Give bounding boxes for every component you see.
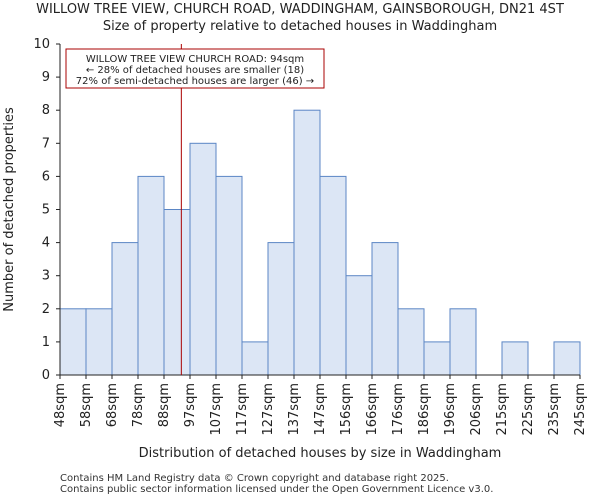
x-tick-label-245sqm: 245sqm [573,383,588,436]
x-tick-label-117sqm: 117sqm [235,383,250,436]
bar-117sqm [241,341,269,376]
bar-78sqm [137,175,165,376]
bar-156sqm [345,275,373,376]
y-tick-label-8: 8 [42,103,50,118]
x-tick-label-68sqm: 68sqm [105,383,120,427]
bar-107sqm [215,175,243,376]
x-tick-label-186sqm: 186sqm [417,383,432,436]
y-tick-label-4: 4 [42,236,50,251]
bar-137sqm [293,109,321,376]
bar-88sqm [163,209,191,376]
y-tick-label-5: 5 [42,203,50,218]
y-tick-label-3: 3 [42,269,50,284]
annotation-line-2: ← 28% of detached houses are smaller (18… [86,65,304,76]
bar-215sqm [501,341,529,376]
y-tick-label-0: 0 [42,368,50,383]
bar-186sqm [423,341,451,376]
x-tick-label-58sqm: 58sqm [79,383,94,427]
bar-68sqm [111,242,139,376]
x-axis-title: Distribution of detached houses by size … [139,446,502,461]
chart-title: WILLOW TREE VIEW, CHURCH ROAD, WADDINGHA… [36,2,564,17]
bar-147sqm [319,175,347,376]
y-tick-label-6: 6 [42,169,50,184]
x-tick-label-78sqm: 78sqm [131,383,146,427]
bar-127sqm [267,242,295,376]
y-tick-label-1: 1 [42,335,50,350]
bar-58sqm [85,308,113,376]
y-tick-label-9: 9 [42,70,50,85]
x-tick-label-196sqm: 196sqm [443,383,458,436]
annotation-box [65,48,325,89]
y-tick-label-2: 2 [42,302,50,317]
annotation-line-3: 72% of semi-detached houses are larger (… [76,76,314,87]
x-tick-label-235sqm: 235sqm [547,383,562,436]
x-tick-label-107sqm: 107sqm [209,383,224,436]
x-tick-label-176sqm: 176sqm [391,383,406,436]
bar-97sqm [189,142,217,376]
bar-48sqm [59,308,87,376]
x-tick-label-48sqm: 48sqm [53,383,68,427]
bar-176sqm [397,308,425,376]
x-tick-label-156sqm: 156sqm [339,383,354,436]
y-tick-label-10: 10 [33,37,50,52]
x-tick-label-166sqm: 166sqm [365,383,380,436]
y-tick-label-7: 7 [42,136,50,151]
x-tick-label-97sqm: 97sqm [183,383,198,427]
footer-line-2: Contains public sector information licen… [60,484,494,495]
x-tick-label-88sqm: 88sqm [157,383,172,427]
x-tick-label-225sqm: 225sqm [521,383,536,436]
annotation-line-1: WILLOW TREE VIEW CHURCH ROAD: 94sqm [86,54,304,65]
bar-235sqm [553,341,581,376]
bar-166sqm [371,242,399,376]
x-tick-label-147sqm: 147sqm [313,383,328,436]
x-tick-label-206sqm: 206sqm [469,383,484,436]
chart-subtitle: Size of property relative to detached ho… [102,19,498,34]
x-tick-label-127sqm: 127sqm [261,383,276,436]
bar-196sqm [449,308,477,376]
y-axis-title: Number of detached properties [2,107,17,312]
x-tick-label-137sqm: 137sqm [287,383,302,436]
x-tick-label-215sqm: 215sqm [495,383,510,436]
footer-line-1: Contains HM Land Registry data © Crown c… [60,473,449,484]
